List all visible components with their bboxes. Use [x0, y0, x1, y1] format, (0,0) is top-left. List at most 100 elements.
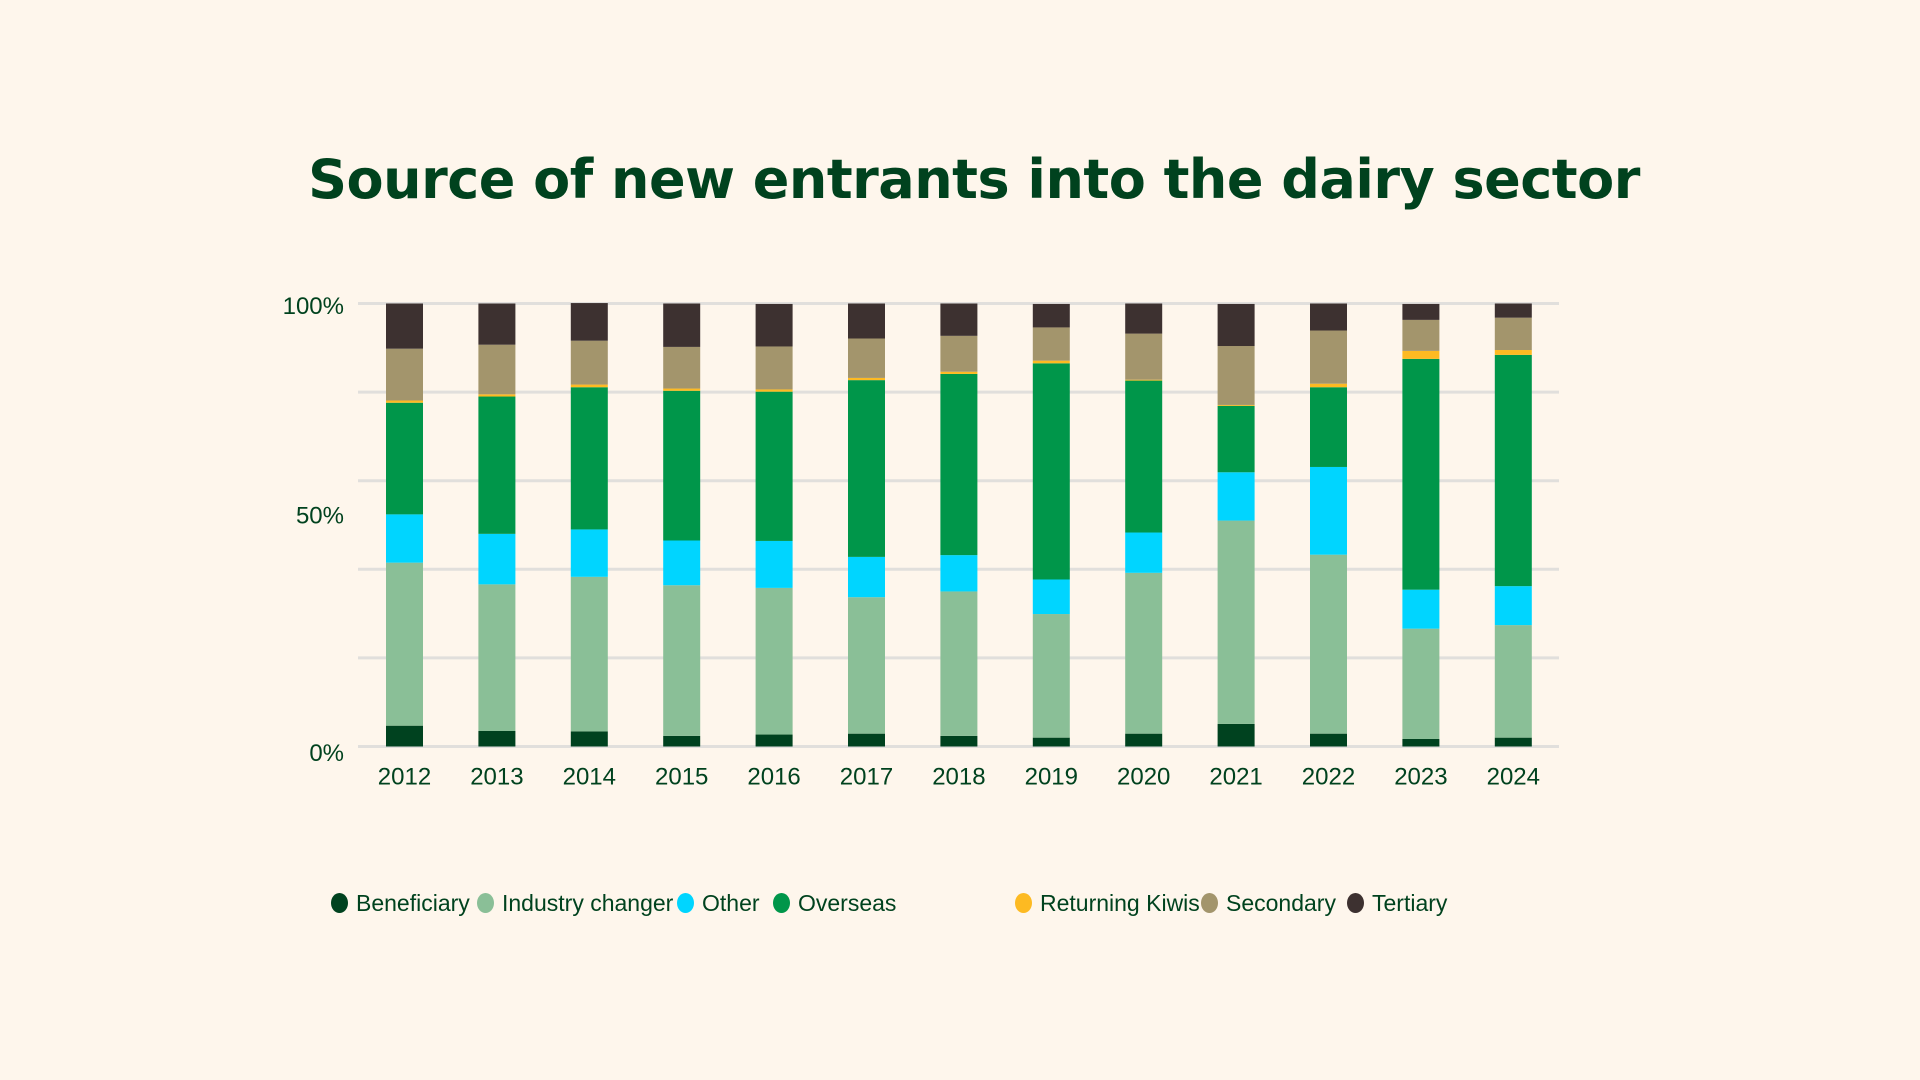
legend-label: Other	[702, 889, 760, 916]
bar-segment-tertiary	[478, 303, 516, 345]
bar-segment-other	[1494, 586, 1532, 626]
bar-stack-2015	[663, 303, 701, 747]
bar-segment-beneficiary	[755, 734, 793, 747]
bar-segment-beneficiary	[1032, 737, 1070, 747]
bar-segment-returning-kiwis	[478, 394, 516, 397]
bar-segment-other	[663, 540, 701, 586]
bar-stack-2021	[1217, 303, 1255, 747]
bar-segment-secondary	[478, 344, 516, 395]
bar-stack-2023	[1402, 303, 1440, 747]
x-tick-label: 2015	[655, 763, 708, 790]
bar-segment-returning-kiwis	[570, 384, 608, 388]
bar-segment-industry-changer	[663, 585, 701, 736]
bar-segment-tertiary	[570, 303, 608, 341]
legend: Beneficiary Industry changer Other Overseas…	[0, 887, 1920, 919]
bar-segment-other	[1125, 532, 1163, 573]
bar-segment-overseas	[386, 402, 423, 515]
bar-segment-tertiary	[1310, 303, 1347, 331]
bar-segment-secondary	[570, 340, 608, 385]
bar-segment-returning-kiwis	[1032, 360, 1070, 364]
bar-segment-industry-changer	[1494, 625, 1532, 738]
bar-segment-industry-changer	[755, 587, 793, 735]
bar-segment-beneficiary	[1310, 733, 1347, 747]
bar-segment-other	[1032, 579, 1070, 615]
bar-segment-other	[386, 514, 423, 563]
bar-segment-secondary	[755, 346, 793, 390]
legend-dot-icon	[331, 893, 348, 913]
bar-segment-returning-kiwis	[1402, 350, 1440, 359]
bar-segment-industry-changer	[570, 576, 608, 732]
x-tick-label: 2022	[1302, 763, 1355, 790]
bar-segment-returning-kiwis	[1310, 383, 1347, 388]
legend-dot-icon	[1347, 893, 1364, 913]
bar-segment-other	[1217, 472, 1255, 521]
y-axis-ticks: 0% 50% 100%	[283, 293, 344, 767]
x-axis-ticks: 2012 2013 2014 2015 2016 2017 2018 2019 2020 2021…	[378, 763, 1540, 790]
bar-segment-beneficiary	[570, 731, 608, 747]
bar-segment-other	[940, 555, 978, 592]
bar-stack-2014	[570, 303, 608, 747]
bar-segment-overseas	[478, 396, 516, 534]
bar-stack-2020	[1125, 303, 1163, 747]
bar-segment-tertiary	[663, 303, 701, 347]
bar-segment-returning-kiwis	[1217, 404, 1255, 406]
bar-segment-secondary	[663, 346, 701, 389]
bar-segment-returning-kiwis	[940, 371, 978, 374]
bar-segment-beneficiary	[663, 735, 701, 747]
bar-segment-beneficiary	[1402, 738, 1440, 747]
legend-dot-icon	[477, 893, 494, 913]
bar-segment-secondary	[1310, 330, 1347, 384]
bar-segment-overseas	[663, 390, 701, 541]
bar-segment-overseas	[940, 373, 978, 556]
bar-segment-other	[478, 533, 516, 585]
legend-dot-icon	[773, 893, 790, 913]
bar-segment-tertiary	[755, 303, 793, 347]
legend-item: Industry changer	[477, 887, 673, 919]
x-tick-label: 2018	[932, 763, 985, 790]
bar-segment-returning-kiwis	[386, 400, 423, 403]
bar-segment-beneficiary	[848, 733, 885, 747]
legend-label: Secondary	[1226, 889, 1336, 916]
bar-segment-overseas	[1402, 358, 1440, 590]
x-tick-label: 2024	[1487, 763, 1540, 790]
bar-segment-secondary	[848, 338, 885, 378]
bar-segment-secondary	[1494, 317, 1532, 351]
bar-segment-beneficiary	[478, 730, 516, 747]
x-tick-label: 2021	[1209, 763, 1262, 790]
bar-segment-industry-changer	[1125, 572, 1163, 734]
bar-segment-tertiary	[1217, 303, 1255, 347]
legend-item: Secondary	[1201, 887, 1336, 919]
bar-segment-overseas	[755, 391, 793, 541]
x-tick-label: 2014	[563, 763, 616, 790]
legend-label: Returning Kiwis	[1040, 889, 1200, 916]
bar-segment-tertiary	[386, 303, 423, 349]
bar-segment-beneficiary	[1125, 733, 1163, 747]
bar-stack-2024	[1494, 303, 1532, 747]
bar-segment-industry-changer	[848, 597, 885, 734]
bar-segment-other	[848, 556, 885, 598]
bar-segment-returning-kiwis	[755, 389, 793, 392]
bar-segment-tertiary	[1032, 303, 1070, 328]
bar-segment-industry-changer	[940, 591, 978, 736]
legend-label: Beneficiary	[356, 889, 470, 916]
bar-segment-tertiary	[1494, 303, 1532, 318]
bar-segment-returning-kiwis	[848, 377, 885, 381]
bar-segment-secondary	[1032, 327, 1070, 361]
bar-stack-2019	[1032, 303, 1070, 747]
legend-item: Tertiary	[1347, 887, 1447, 919]
bar-stack-2013	[478, 303, 516, 747]
bar-segment-overseas	[1217, 405, 1255, 473]
bars	[386, 303, 1532, 747]
bar-segment-secondary	[940, 335, 978, 372]
chart-title: Source of new entrants into the dairy se…	[308, 148, 1640, 211]
bar-segment-other	[1402, 589, 1440, 629]
bar-segment-returning-kiwis	[1494, 350, 1532, 355]
legend-label: Industry changer	[502, 889, 674, 916]
bar-segment-secondary	[386, 348, 423, 401]
bar-stack-2016	[755, 303, 793, 747]
bar-stack-2017	[848, 303, 885, 747]
y-tick-label: 50%	[296, 502, 344, 529]
legend-label: Overseas	[798, 889, 897, 916]
bar-segment-industry-changer	[1310, 554, 1347, 734]
legend-item: Beneficiary	[331, 887, 470, 919]
